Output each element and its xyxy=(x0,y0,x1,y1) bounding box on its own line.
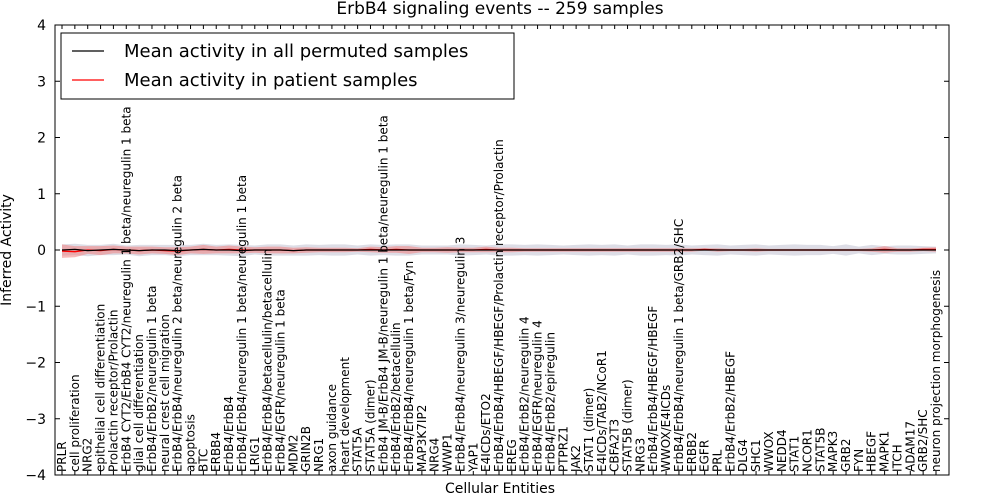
plot-frame xyxy=(54,24,950,476)
y-tick-label: −2 xyxy=(25,356,46,372)
entity-label: epithelial cell differentiation xyxy=(94,304,108,472)
entity-label: MAPK1 xyxy=(878,431,892,472)
entity-label: ErbB4/ErbB2/epiregulin xyxy=(543,332,557,472)
entity-label: ErbB4/EGFR/neuregulin 4 xyxy=(531,320,545,472)
entity-label: E4ICDs/TAB2/NCoR1 xyxy=(595,350,609,472)
entity-label: EGFR xyxy=(698,440,712,472)
entity-label: EREG xyxy=(505,439,519,472)
entity-label: neural crest cell migration xyxy=(158,314,172,472)
entity-label: SHC1 xyxy=(749,439,763,472)
entity-label: ErbB4/ErbB4/betacellulin/betacellulin xyxy=(261,249,275,472)
entity-label: LRIG1 xyxy=(248,437,262,473)
entity-label: STAT5A xyxy=(351,427,365,472)
y-tick-label: 4 xyxy=(37,18,46,34)
entity-label: PTPRZ1 xyxy=(556,426,570,472)
entity-label: YAP1 xyxy=(466,443,480,473)
entity-label: Prolactin receptor/Prolactin xyxy=(106,310,120,472)
entity-label: PRL xyxy=(711,449,725,472)
y-tick-label: 0 xyxy=(37,243,46,259)
entity-label: WWOX/E4ICDs xyxy=(659,385,673,472)
series-line-0 xyxy=(61,248,936,252)
entity-label: NEDD4 xyxy=(775,429,789,472)
chart-title: ErbB4 signaling events -- 259 samples xyxy=(336,0,663,19)
entity-label: glial cell differentiation xyxy=(132,334,146,472)
entity-label: NRG2 xyxy=(81,438,95,472)
entity-label: STAT5B (dimer) xyxy=(621,379,635,472)
legend-label-patient: Mean activity in patient samples xyxy=(124,70,418,91)
entity-label: ErbB4/ErbB2/neuregulin 4 xyxy=(518,316,532,472)
entity-label: ErbB4/ErbB2/HBEGF xyxy=(723,351,737,472)
entity-label: WWP1 xyxy=(441,433,455,472)
entity-label: CBFA2T3 xyxy=(608,419,622,472)
entity-label: cell proliferation xyxy=(68,374,82,472)
series-lines xyxy=(61,248,936,253)
entity-label: FYN xyxy=(852,449,866,472)
y-tick-label: −3 xyxy=(25,412,46,428)
legend-box xyxy=(60,32,515,100)
entity-label: DLG4 xyxy=(736,439,750,472)
entity-label: axon guidance xyxy=(325,384,339,472)
y-tick-label: −1 xyxy=(25,299,46,315)
entity-label: ErbB4/ErbB4/HBEGF/HBEGF xyxy=(646,306,660,472)
entity-label: JAK2 xyxy=(569,445,583,473)
entity-label: ErbB4/EGFR/neuregulin 1 beta xyxy=(274,289,288,472)
entity-label: ErbB4/ErbB4/neuregulin 3/neuregulin 3 xyxy=(453,237,467,472)
entity-label: HBEGF xyxy=(865,431,879,472)
entity-label: ErbB4/ErbB4/neuregulin 1 beta/neuregulin… xyxy=(235,175,249,472)
entity-label: neuron projection morphogenesis xyxy=(929,270,943,472)
entity-label: STAT5B xyxy=(813,427,827,472)
entity-label: apoptosis xyxy=(184,414,198,472)
legend-label-permuted: Mean activity in all permuted samples xyxy=(124,41,468,62)
entity-label: ErbB4/ErbB4/neuregulin 2 beta/neuregulin… xyxy=(171,175,185,472)
entity-label: ErbB4/ErbB4/neuregulin 1 beta/GRB2/SHC xyxy=(672,219,686,472)
entity-label: NRG3 xyxy=(633,438,647,472)
entity-label: NCOR1 xyxy=(801,429,815,472)
entity-label: ERBB2 xyxy=(685,432,699,472)
entity-label: GRB2/SHC xyxy=(916,409,930,472)
entity-label: WWOX xyxy=(762,431,776,472)
entity-label: MAPK3 xyxy=(826,431,840,472)
entity-label: PRLR xyxy=(55,441,69,472)
entity-label: STAT1 (dimer) xyxy=(582,388,596,472)
entity-label: ErbB4/ErbB2/betacellulin xyxy=(389,322,403,472)
entity-label: ERBB4 xyxy=(209,432,223,472)
entity-label: MAP3K7IP2 xyxy=(415,405,429,472)
entity-label: NRG1 xyxy=(312,438,326,472)
entity-label: ErbB4/ErbB4/HBEGF/HBEGF/Prolactin recept… xyxy=(492,139,506,472)
entity-label: ErbB4 JM-B/ErbB4 JM-B/neuregulin 1 beta/… xyxy=(376,115,390,472)
entity-label: ErbB4/ErbB2/neuregulin 1 beta xyxy=(145,285,159,472)
legend: Mean activity in all permuted samples Me… xyxy=(60,32,515,100)
entity-label: NRG4 xyxy=(428,438,442,472)
entity-label: BTC xyxy=(196,449,210,472)
y-axis-label: Inferred Activity xyxy=(0,194,15,306)
entity-label: ErbB4 CYT2/ErbB4 CYT2/neuregulin 1 beta/… xyxy=(119,106,133,472)
y-tick-label: 3 xyxy=(37,74,46,90)
entity-label: ErbB4/ErbB4/neuregulin 1 beta/Fyn xyxy=(402,261,416,472)
entity-label: ITCH xyxy=(890,444,904,472)
x-tick-marks xyxy=(61,25,937,475)
entity-label: ADAM17 xyxy=(903,421,917,472)
entity-label: GRIN2B xyxy=(299,426,313,472)
y-tick-label: 1 xyxy=(37,187,46,203)
y-tick-label: −4 xyxy=(25,468,46,484)
y-tick-label: 2 xyxy=(37,131,46,147)
entity-label: heart development xyxy=(338,357,352,472)
std-band-1 xyxy=(62,244,936,258)
entity-label: STAT1 xyxy=(788,436,802,472)
x-axis-label: Cellular Entities xyxy=(445,481,555,497)
entity-label: GRB2 xyxy=(839,438,853,472)
entity-label: MDM2 xyxy=(286,434,300,472)
entity-label: STAT5A (dimer) xyxy=(364,379,378,472)
entity-label: E4ICDs/ETO2 xyxy=(479,393,493,472)
entity-label: ErbB4/ErbB4 xyxy=(222,396,236,472)
